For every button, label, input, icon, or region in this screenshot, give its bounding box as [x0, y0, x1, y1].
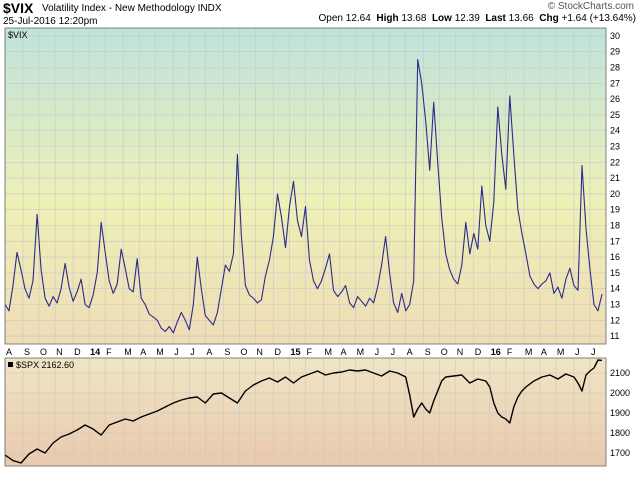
x-tick-label: J [190, 347, 195, 357]
vix-y-tick-label: 30 [610, 31, 620, 41]
x-tick-label: S [425, 347, 431, 357]
x-tick-label: A [206, 347, 212, 357]
vix-y-tick-label: 15 [610, 268, 620, 278]
vix-y-tick-label: 21 [610, 173, 620, 183]
x-tick-label: F [307, 347, 313, 357]
vix-y-tick-label: 17 [610, 236, 620, 246]
spx-y-tick-label: 2100 [610, 368, 630, 378]
spx-panel-border [4, 357, 607, 467]
x-tick-label: A [407, 347, 413, 357]
x-tick-label: A [6, 347, 12, 357]
spx-legend: $SPX 2162.60 [16, 360, 74, 370]
x-tick-label: J [375, 347, 380, 357]
x-tick-label: J [391, 347, 396, 357]
vix-y-tick-label: 14 [610, 284, 620, 294]
low-label: Low [431, 13, 452, 24]
vix-y-tick-label: 25 [610, 110, 620, 120]
last-value: 13.66 [508, 13, 534, 24]
quote-stats: Open 12.64 High 13.68 Low 12.39 Last 13.… [319, 13, 636, 24]
vix-y-tick-label: 19 [610, 205, 620, 215]
x-tick-label: N [256, 347, 263, 357]
x-tick-label: O [441, 347, 448, 357]
x-tick-label: D [274, 347, 281, 357]
open-label: Open [318, 13, 343, 24]
vix-y-tick-label: 27 [610, 78, 620, 88]
vix-panel-border [4, 27, 607, 345]
open-value: 12.64 [345, 13, 371, 24]
x-tick-label: M [156, 347, 164, 357]
spx-series-line [4, 359, 603, 464]
spx-y-tick-label: 1900 [610, 408, 630, 418]
chg-value: +1.64 (+13.64%) [561, 13, 637, 24]
spx-y-tick-label: 2000 [610, 388, 630, 398]
x-tick-label: M [124, 347, 131, 357]
spx-y-tick-label: 1800 [610, 428, 630, 438]
vix-y-tick-label: 24 [610, 126, 620, 136]
x-tick-label: A [541, 347, 547, 357]
vix-y-tick-label: 18 [610, 221, 620, 231]
x-tick-label: N [56, 347, 63, 357]
vix-y-tick-label: 16 [610, 252, 620, 262]
x-tick-label: A [140, 347, 146, 357]
date-axis-band [5, 344, 606, 358]
x-tick-label: S [24, 347, 30, 357]
x-tick-label: J [174, 347, 179, 357]
x-tick-label: F [507, 347, 513, 357]
vix-y-tick-label: 29 [610, 47, 620, 57]
high-label: High [376, 13, 399, 24]
vix-y-tick-label: 11 [610, 331, 619, 341]
vix-y-tick-label: 23 [610, 142, 620, 152]
x-tick-label: 16 [491, 347, 501, 357]
low-value: 12.39 [454, 13, 480, 24]
x-tick-label: M [525, 347, 533, 357]
vix-series-line [4, 59, 603, 334]
x-tick-label: J [591, 347, 596, 357]
x-tick-label: D [475, 347, 482, 357]
vix-y-tick-label: 28 [610, 63, 620, 73]
vix-legend: $VIX [8, 30, 28, 40]
chart-header: $VIX Volatility Index - New Methodology … [0, 0, 640, 30]
x-tick-label: N [457, 347, 464, 357]
chg-label: Chg [539, 13, 559, 24]
high-value: 13.68 [401, 13, 427, 24]
x-tick-label: 14 [90, 347, 100, 357]
last-label: Last [485, 13, 506, 24]
vix-y-tick-label: 26 [610, 94, 620, 104]
x-tick-label: M [557, 347, 565, 357]
symbol-title: $VIX [3, 0, 34, 16]
x-tick-label: M [325, 347, 333, 357]
x-tick-label: 15 [290, 347, 300, 357]
x-tick-label: M [357, 347, 365, 357]
chart-date: 25-Jul-2016 12:20pm [3, 16, 98, 27]
symbol-description: Volatility Index - New Methodology INDX [42, 3, 222, 14]
x-tick-label: A [341, 347, 347, 357]
x-tick-label: D [74, 347, 81, 357]
vix-y-tick-label: 12 [610, 315, 620, 325]
x-tick-label: O [40, 347, 47, 357]
x-tick-label: J [575, 347, 580, 357]
spx-y-tick-label: 1700 [610, 448, 630, 458]
vix-y-tick-label: 13 [610, 300, 620, 310]
watermark: © StockCharts.com [547, 1, 634, 12]
spx-legend-marker [8, 362, 13, 367]
x-tick-label: O [240, 347, 247, 357]
vix-y-tick-label: 22 [610, 157, 620, 167]
vix-y-tick-label: 20 [610, 189, 620, 199]
x-tick-label: S [224, 347, 230, 357]
x-tick-label: F [106, 347, 112, 357]
